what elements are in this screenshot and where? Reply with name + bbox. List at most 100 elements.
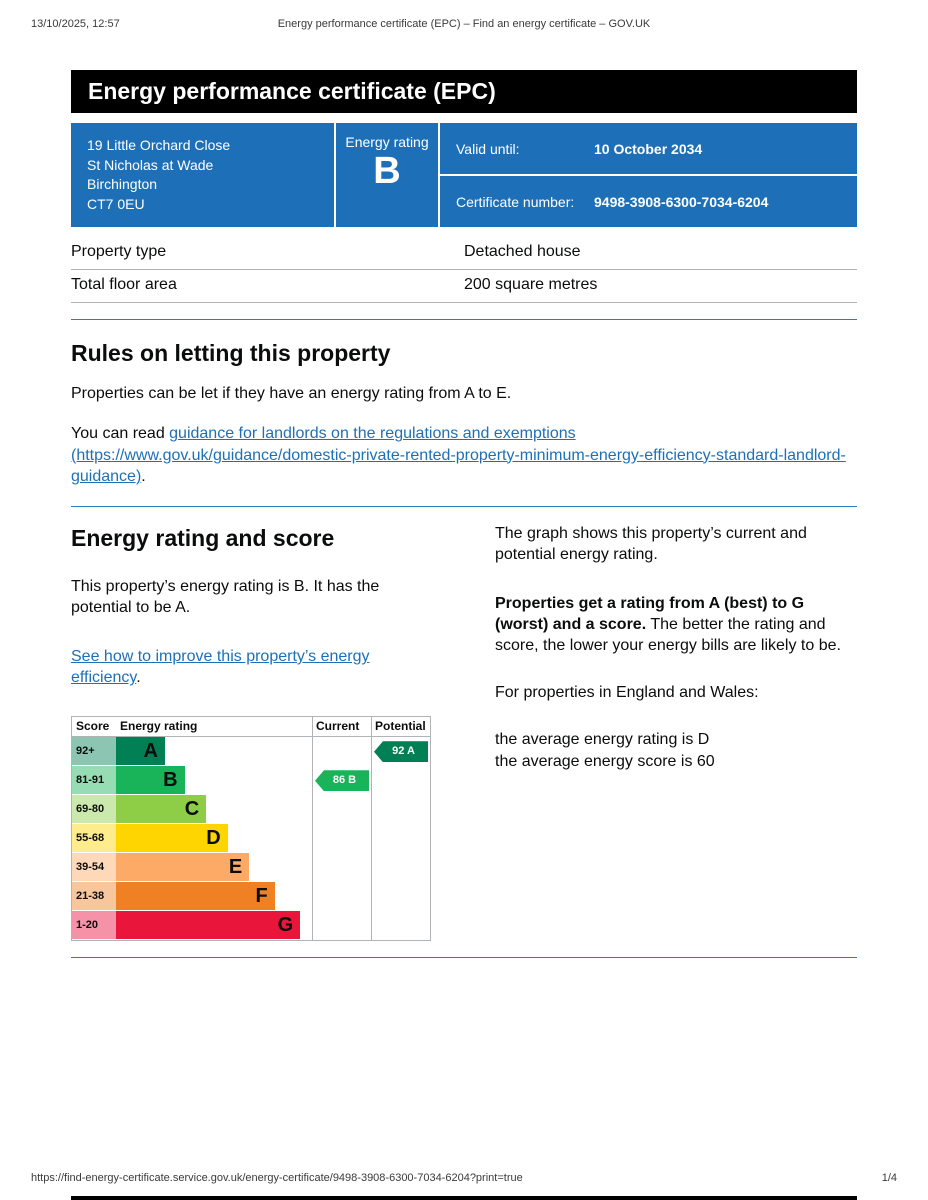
band-letter: C: [184, 797, 200, 820]
print-datetime: 13/10/2025, 12:57: [31, 18, 120, 30]
band-bar: A: [116, 737, 165, 766]
footer-url: https://find-energy-certificate.service.…: [31, 1172, 523, 1184]
epc-band-b: 81-91 B 86 B: [72, 766, 430, 796]
average-rating-line: the average energy rating is D: [495, 731, 710, 749]
landlord-guidance-link[interactable]: guidance for landlords on the regulation…: [71, 425, 846, 485]
epc-band-c: 69-80 C: [72, 795, 430, 825]
band-bar-area: A: [116, 737, 312, 767]
property-type-value: Detached house: [464, 243, 581, 261]
band-bar-area: D: [116, 824, 312, 854]
band-bar: G: [116, 911, 301, 940]
band-bar-area: F: [116, 882, 312, 912]
rating-heading: Energy rating and score: [71, 524, 335, 551]
potential-rating-marker: 92 A: [374, 741, 428, 763]
rating-and-score-section: Energy rating and score This property’s …: [71, 507, 857, 942]
band-score: 55-68: [72, 824, 116, 854]
potential-column-cell: [371, 882, 430, 912]
band-score: 81-91: [72, 766, 116, 796]
improve-efficiency-link[interactable]: See how to improve this property’s energ…: [71, 648, 370, 687]
band-score: 1-20: [72, 911, 116, 941]
band-bar-area: E: [116, 853, 312, 883]
valid-until-label: Valid until:: [456, 140, 520, 157]
band-score: 39-54: [72, 853, 116, 883]
potential-column-cell: [371, 824, 430, 854]
certificate-number-row: Certificate number: 9498-3908-6300-7034-…: [440, 174, 857, 227]
page-number: 1/4: [881, 1172, 897, 1184]
rules-para: Properties can be let if they have an en…: [71, 385, 512, 403]
rules-guidance-para: You can read guidance for landlords on t…: [71, 423, 857, 486]
address-line: St Nicholas at Wade: [87, 156, 214, 173]
floor-area-label: Total floor area: [71, 276, 177, 294]
epc-band-a: 92+ A 92 A: [72, 737, 430, 767]
energy-rating-label: Energy rating: [345, 134, 429, 150]
rating-left-column: Energy rating and score This property’s …: [71, 507, 431, 942]
certificate-page: Energy performance certificate (EPC) 19 …: [71, 70, 857, 959]
band-bar: F: [116, 882, 275, 911]
chart-col-score: Score: [76, 719, 110, 734]
certificate-number-label: Certificate number:: [456, 193, 575, 210]
certificate-summary-box: 19 Little Orchard Close St Nicholas at W…: [71, 123, 857, 228]
band-score: 21-38: [72, 882, 116, 912]
rating-scale-bold: Properties get a rating from A (best) to…: [495, 595, 805, 634]
table-row: Total floor area 200 square metres: [71, 270, 857, 304]
certificate-meta: Valid until: 10 October 2034 Certificate…: [438, 123, 857, 228]
epc-band-g: 1-20 G: [72, 911, 430, 941]
valid-until-value: 10 October 2034: [594, 140, 703, 157]
band-score: 69-80: [72, 795, 116, 825]
rating-summary-para: This property’s energy rating is B. It h…: [71, 577, 380, 616]
property-details-table: Property type Detached house Total floor…: [71, 237, 857, 304]
improve-para: See how to improve this property’s energ…: [71, 646, 431, 688]
potential-column-cell: [371, 795, 430, 825]
averages-para: the average energy rating is D the averag…: [495, 729, 855, 771]
section-divider: [71, 957, 857, 959]
current-column-cell: [312, 737, 371, 767]
current-column-cell: [312, 795, 371, 825]
address-line: 19 Little Orchard Close: [87, 137, 231, 153]
energy-rating-letter: B: [373, 150, 401, 192]
page-title: Energy performance certificate (EPC): [71, 70, 857, 113]
epc-band-d: 55-68 D: [72, 824, 430, 854]
rules-heading: Rules on letting this property: [71, 340, 391, 367]
epc-band-e: 39-54 E: [72, 853, 430, 883]
band-bar-area: C: [116, 795, 312, 825]
improve-suffix: .: [136, 669, 141, 687]
rating-scale-para: Properties get a rating from A (best) to…: [495, 593, 855, 656]
band-bar: D: [116, 824, 228, 853]
band-bar-area: B: [116, 766, 312, 796]
table-row: Property type Detached house: [71, 237, 857, 271]
print-doc-title: Energy performance certificate (EPC) – F…: [277, 18, 651, 30]
address-line: CT7 0EU: [87, 195, 145, 212]
print-header: 13/10/2025, 12:57 Energy performance cer…: [0, 0, 928, 30]
potential-column-cell: [371, 853, 430, 883]
rules-para-prefix: You can read: [71, 425, 170, 443]
next-page-banner-edge: [71, 1196, 857, 1200]
property-type-label: Property type: [71, 243, 167, 261]
chart-col-rating: Energy rating: [120, 719, 198, 734]
property-address: 19 Little Orchard Close St Nicholas at W…: [71, 123, 334, 227]
chart-col-current: Current: [312, 717, 371, 737]
chart-header-row: Score Energy rating Current Potential: [72, 717, 430, 738]
average-score-line: the average energy score is 60: [495, 752, 715, 770]
print-header-spacer: [677, 18, 897, 30]
potential-column-cell: 92 A: [371, 737, 430, 767]
band-score: 92+: [72, 737, 116, 767]
current-column-cell: 86 B: [312, 766, 371, 796]
chart-col-potential: Potential: [371, 717, 430, 737]
band-letter: G: [277, 913, 294, 936]
energy-rating-cell: Energy rating B: [334, 123, 438, 228]
valid-until-row: Valid until: 10 October 2034: [440, 123, 857, 174]
band-bar: C: [116, 795, 207, 824]
band-letter: D: [206, 826, 221, 849]
band-letter: B: [163, 768, 178, 791]
section-divider: [71, 319, 857, 321]
epc-rating-chart: Score Energy rating Current Potential 92…: [71, 716, 431, 942]
floor-area-value: 200 square metres: [464, 276, 598, 294]
current-column-cell: [312, 882, 371, 912]
current-rating-marker: 86 B: [315, 770, 369, 792]
band-letter: A: [143, 739, 158, 762]
band-bar: B: [116, 766, 185, 795]
rating-scale-rest: The better the rating and score, the low…: [495, 616, 841, 655]
england-wales-para: For properties in England and Wales:: [495, 684, 759, 702]
band-bar-area: G: [116, 911, 312, 941]
rules-para-suffix: .: [141, 467, 146, 485]
